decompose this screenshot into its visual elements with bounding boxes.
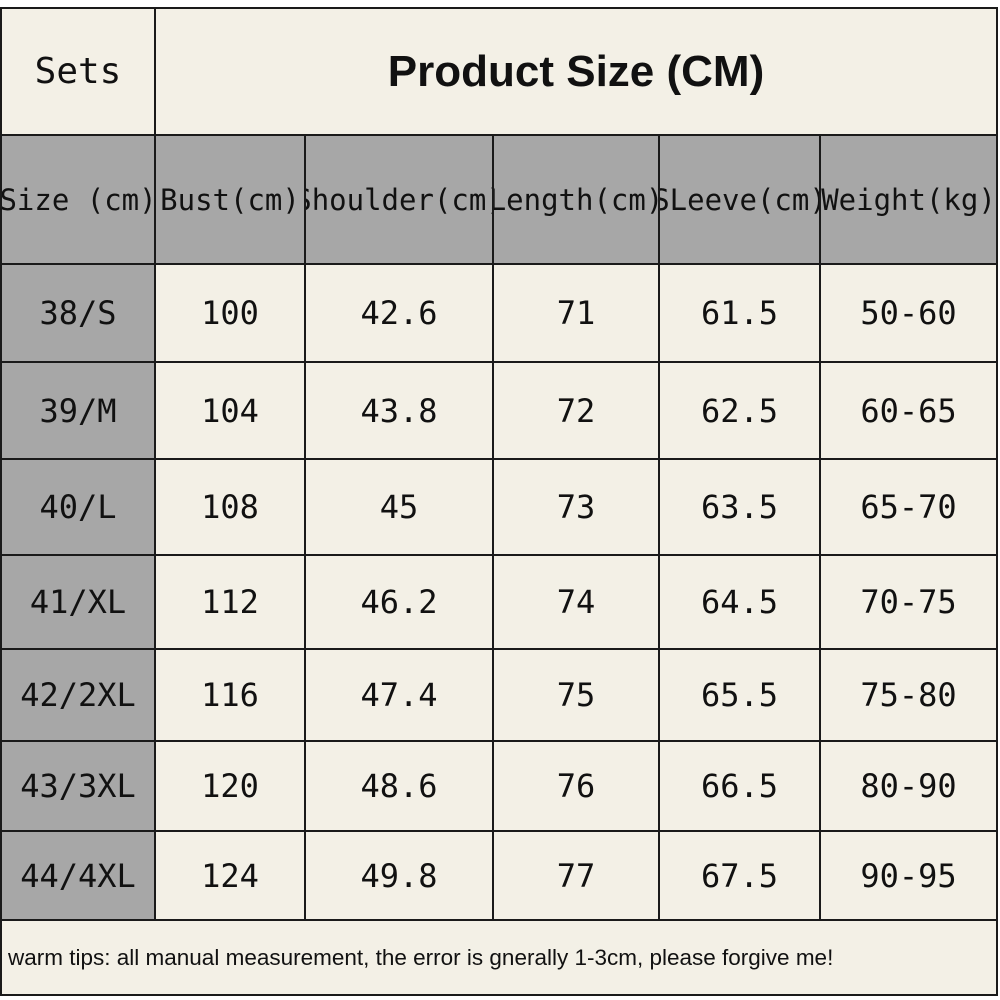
size-cell: 44/4XL	[2, 832, 156, 921]
length-cell: 72	[494, 363, 660, 460]
header-row: Size (cm) Bust(cm) Shoulder(cm) Length(c…	[2, 136, 996, 265]
length-cell: 71	[494, 265, 660, 363]
shoulder-cell: 45	[306, 460, 494, 556]
weight-cell: 90-95	[821, 832, 996, 921]
shoulder-cell: 46.2	[306, 556, 494, 650]
sleeve-cell: 63.5	[660, 460, 821, 556]
shoulder-cell: 47.4	[306, 650, 494, 742]
table-row: 43/3XL 120 48.6 76 66.5 80-90	[2, 742, 996, 832]
length-cell: 77	[494, 832, 660, 921]
table-row: 40/L 108 45 73 63.5 65-70	[2, 460, 996, 556]
tips-row: warm tips: all manual measurement, the e…	[2, 921, 996, 994]
size-cell: 38/S	[2, 265, 156, 363]
header-length: Length(cm)	[494, 136, 660, 265]
shoulder-cell: 42.6	[306, 265, 494, 363]
length-cell: 73	[494, 460, 660, 556]
length-cell: 76	[494, 742, 660, 832]
bust-cell: 108	[156, 460, 306, 556]
weight-cell: 65-70	[821, 460, 996, 556]
warm-tips-text: warm tips: all manual measurement, the e…	[2, 921, 996, 994]
weight-cell: 75-80	[821, 650, 996, 742]
shoulder-cell: 43.8	[306, 363, 494, 460]
table-row: 44/4XL 124 49.8 77 67.5 90-95	[2, 832, 996, 921]
table-row: 38/S 100 42.6 71 61.5 50-60	[2, 265, 996, 363]
size-cell: 39/M	[2, 363, 156, 460]
bust-cell: 104	[156, 363, 306, 460]
weight-cell: 60-65	[821, 363, 996, 460]
header-size: Size (cm)	[2, 136, 156, 265]
header-weight: Weight(kg)	[821, 136, 996, 265]
shoulder-cell: 49.8	[306, 832, 494, 921]
bust-cell: 112	[156, 556, 306, 650]
weight-cell: 50-60	[821, 265, 996, 363]
sets-label: Sets	[2, 9, 156, 136]
bust-cell: 100	[156, 265, 306, 363]
size-chart-table: Sets Product Size (CM) Size (cm) Bust(cm…	[0, 7, 998, 996]
size-cell: 43/3XL	[2, 742, 156, 832]
sleeve-cell: 66.5	[660, 742, 821, 832]
table-row: 41/XL 112 46.2 74 64.5 70-75	[2, 556, 996, 650]
length-cell: 74	[494, 556, 660, 650]
sleeve-cell: 64.5	[660, 556, 821, 650]
bust-cell: 124	[156, 832, 306, 921]
weight-cell: 80-90	[821, 742, 996, 832]
size-cell: 40/L	[2, 460, 156, 556]
length-cell: 75	[494, 650, 660, 742]
sleeve-cell: 62.5	[660, 363, 821, 460]
title-row: Sets Product Size (CM)	[2, 9, 996, 136]
table-row: 42/2XL 116 47.4 75 65.5 75-80	[2, 650, 996, 742]
table-row: 39/M 104 43.8 72 62.5 60-65	[2, 363, 996, 460]
header-sleeve: SLeeve(cm)	[660, 136, 821, 265]
bust-cell: 116	[156, 650, 306, 742]
sleeve-cell: 67.5	[660, 832, 821, 921]
header-bust: Bust(cm)	[156, 136, 306, 265]
sleeve-cell: 61.5	[660, 265, 821, 363]
bust-cell: 120	[156, 742, 306, 832]
sleeve-cell: 65.5	[660, 650, 821, 742]
table-title: Product Size (CM)	[156, 9, 996, 136]
weight-cell: 70-75	[821, 556, 996, 650]
header-shoulder: Shoulder(cm)	[306, 136, 494, 265]
shoulder-cell: 48.6	[306, 742, 494, 832]
size-cell: 42/2XL	[2, 650, 156, 742]
size-cell: 41/XL	[2, 556, 156, 650]
